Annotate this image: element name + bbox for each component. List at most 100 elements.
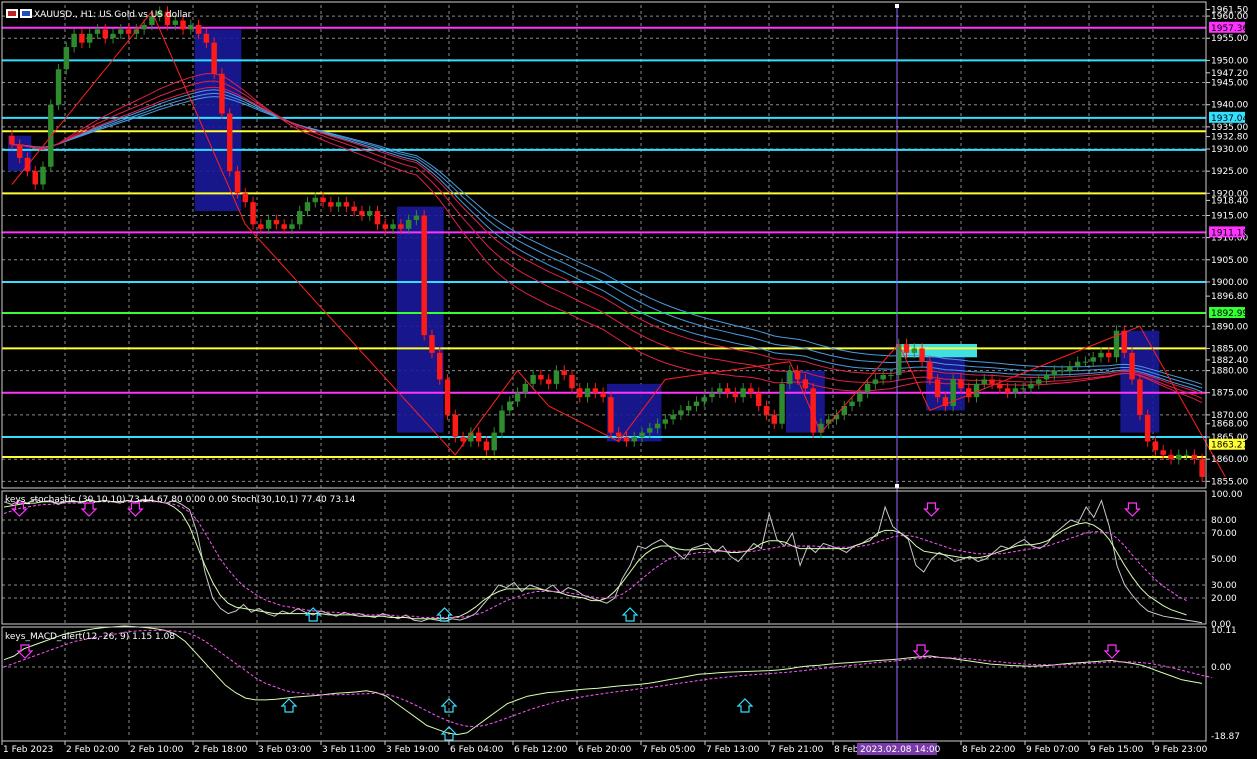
price-tick-label: 1918.40 bbox=[1211, 196, 1248, 206]
crosshair-handle bbox=[895, 4, 899, 8]
candle-body bbox=[335, 202, 342, 207]
candle-body bbox=[654, 423, 661, 429]
candle-body bbox=[810, 388, 816, 433]
candle-body bbox=[250, 202, 256, 225]
oscillators bbox=[3, 4, 1213, 741]
candle-body bbox=[1191, 454, 1198, 460]
stoch-tick-label: 70.00 bbox=[1211, 529, 1237, 539]
candle-body bbox=[592, 388, 599, 393]
candle-body bbox=[359, 211, 365, 216]
price-tick-label: 1882.40 bbox=[1211, 356, 1248, 366]
candle-body bbox=[693, 401, 700, 407]
moving-average-line bbox=[11, 89, 1203, 393]
candle-body bbox=[895, 343, 902, 376]
candle-body bbox=[1090, 357, 1096, 362]
sell-arrow-icon bbox=[80, 502, 98, 517]
candle-body bbox=[444, 379, 451, 415]
candle-body bbox=[125, 29, 132, 34]
moving-average-line bbox=[11, 73, 1203, 404]
candle-body bbox=[864, 383, 871, 393]
candle-body bbox=[79, 33, 85, 43]
candle-body bbox=[950, 379, 956, 407]
candle-body bbox=[429, 335, 435, 353]
panel-frame bbox=[1, 626, 1207, 742]
candle-body bbox=[608, 397, 614, 433]
time-tick-label: 7 Feb 05:00 bbox=[642, 745, 696, 755]
candle-body bbox=[989, 379, 995, 384]
candle-body bbox=[981, 379, 988, 384]
buy-arrow-icon bbox=[621, 607, 639, 622]
price-tick-label: 1900.00 bbox=[1211, 278, 1248, 288]
candle-body bbox=[561, 370, 567, 376]
panel-frame bbox=[1, 1, 1207, 489]
candle-body bbox=[265, 219, 272, 229]
candle-body bbox=[911, 348, 918, 353]
time-tick-label: 3 Feb 19:00 bbox=[386, 745, 440, 755]
candle-body bbox=[1106, 352, 1112, 358]
candle-body bbox=[771, 414, 777, 424]
candle-body bbox=[857, 392, 863, 402]
buy-arrow-icon bbox=[304, 607, 322, 622]
candle-body bbox=[180, 20, 186, 30]
candle-body bbox=[507, 401, 513, 411]
candle-body bbox=[623, 437, 630, 442]
buy-arrow-icon bbox=[440, 698, 458, 713]
candle-body bbox=[1012, 388, 1019, 393]
candle-body bbox=[296, 211, 303, 225]
candle-body bbox=[273, 219, 280, 225]
candle-body bbox=[1004, 388, 1011, 393]
candles[interactable] bbox=[9, 6, 1205, 483]
level-tag bbox=[1209, 21, 1245, 33]
candle-body bbox=[802, 379, 809, 389]
candle-body bbox=[468, 432, 474, 442]
stoch-tick-label: 20.00 bbox=[1211, 594, 1237, 604]
macd-tick-label: -18.87 bbox=[1211, 732, 1240, 742]
candle-body bbox=[966, 388, 972, 398]
candle-body bbox=[903, 343, 910, 353]
price-tick-label: 1870.00 bbox=[1211, 411, 1248, 421]
candle-body bbox=[600, 392, 606, 398]
candle-body bbox=[647, 428, 653, 433]
candle-body bbox=[1059, 370, 1065, 372]
candle-body bbox=[110, 33, 116, 39]
price-tick-label: 1880.00 bbox=[1211, 367, 1248, 377]
time-tick-label: 9 Feb 07:00 bbox=[1026, 745, 1080, 755]
candle-body bbox=[1121, 330, 1128, 353]
price-tick-label: 1905.00 bbox=[1211, 256, 1248, 266]
candle-body bbox=[888, 375, 894, 377]
moving-average-line bbox=[11, 92, 1203, 389]
candle-body bbox=[1129, 352, 1135, 380]
candle-body bbox=[118, 29, 124, 34]
candle-body bbox=[234, 171, 241, 194]
candle-body bbox=[320, 197, 326, 203]
panel-frames bbox=[1, 1, 1207, 742]
candle-body bbox=[9, 135, 15, 145]
candle-body bbox=[631, 437, 637, 442]
candle-body bbox=[1074, 361, 1081, 367]
chart-header: XAUUSD., H1: US Gold vs US dollar bbox=[6, 9, 192, 20]
buy-arrow-icon bbox=[440, 726, 458, 741]
stoch-tick-label: 50.00 bbox=[1211, 555, 1237, 565]
candle-body bbox=[1067, 366, 1073, 371]
candle-body bbox=[304, 202, 311, 212]
price-tick-label: 1955.00 bbox=[1211, 34, 1248, 44]
time-tick-label: 3 Feb 03:00 bbox=[258, 745, 312, 755]
candle-body bbox=[1043, 375, 1050, 380]
candle-body bbox=[1028, 383, 1034, 389]
buy-arrow-icon bbox=[736, 698, 754, 713]
candle-body bbox=[55, 69, 62, 105]
stoch-tick-label: 100.00 bbox=[1211, 490, 1243, 500]
stochastic-fast-line bbox=[3, 498, 1203, 624]
candle-body bbox=[1036, 379, 1042, 384]
candle-body bbox=[405, 219, 412, 229]
zigzag-line bbox=[11, 10, 1226, 478]
time-tick-label: 3 Feb 11:00 bbox=[322, 745, 376, 755]
candle-body bbox=[833, 414, 840, 420]
buy-arrow-icon bbox=[436, 607, 454, 622]
candle-body bbox=[1176, 454, 1182, 460]
candle-body bbox=[203, 33, 210, 43]
price-tick-label: 1920.00 bbox=[1211, 189, 1248, 199]
candle-body bbox=[437, 352, 443, 380]
candle-body bbox=[242, 193, 248, 203]
